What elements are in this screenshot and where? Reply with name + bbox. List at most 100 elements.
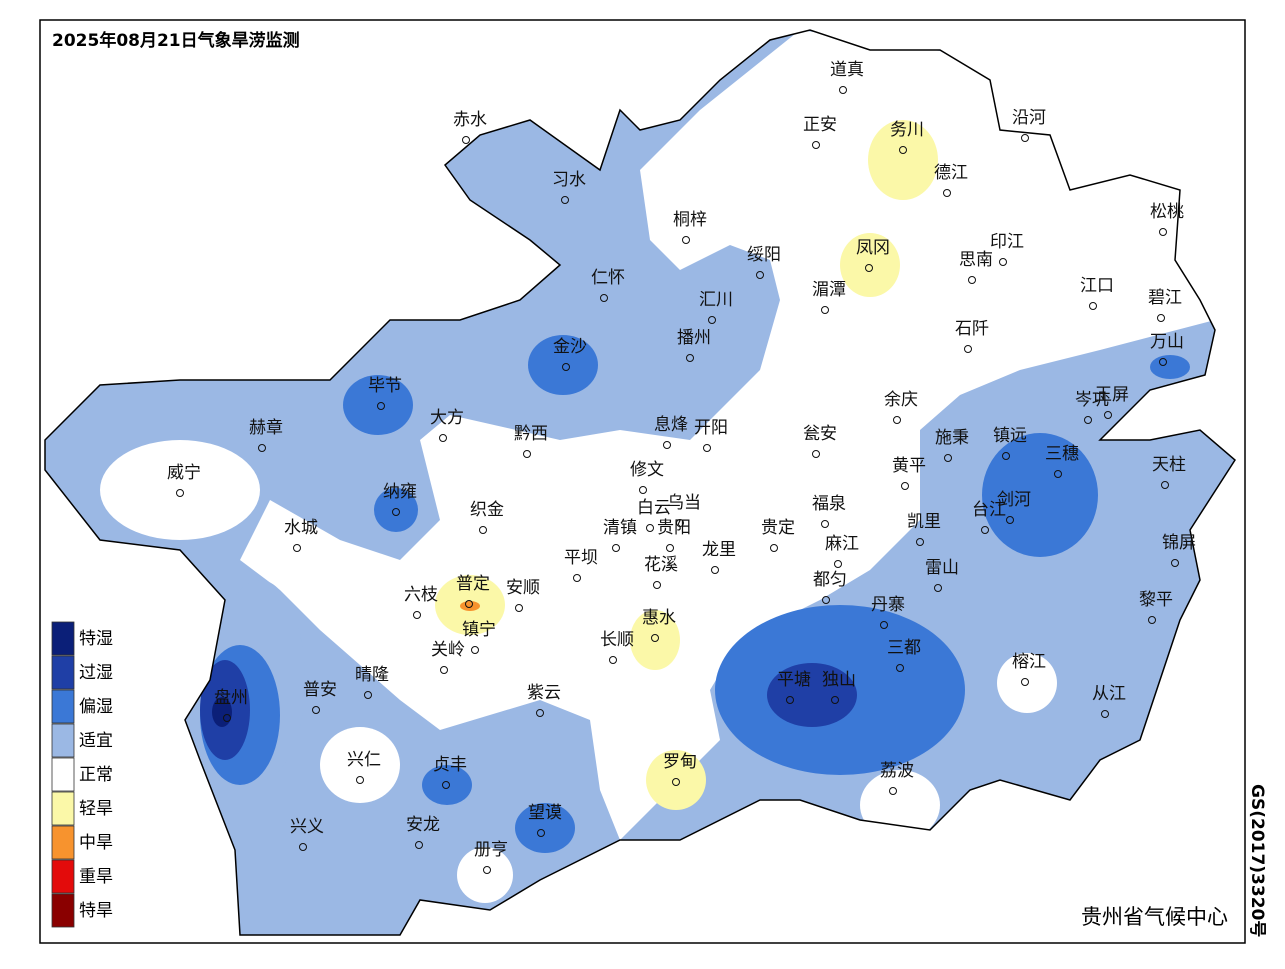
city-name: 仁怀: [591, 268, 625, 288]
region: [320, 727, 400, 803]
city-dot: [442, 781, 450, 789]
city-dot: [944, 454, 952, 462]
city-dot: [893, 416, 901, 424]
city-dot: [812, 450, 820, 458]
frame: [39, 19, 1246, 944]
city-name: 岑巩: [1075, 390, 1109, 410]
city-name: 贵阳: [657, 518, 691, 538]
city-name: 开阳: [694, 418, 728, 438]
city-name: 紫云: [527, 683, 561, 703]
city-name: 麻江: [825, 534, 859, 554]
city-name: 黎平: [1139, 590, 1173, 610]
city-dot: [377, 402, 385, 410]
city-dot: [415, 841, 423, 849]
city-name: 凯里: [907, 512, 941, 532]
legend-swatch: [51, 689, 75, 724]
region: [767, 663, 857, 727]
city-name: 汇川: [699, 290, 733, 310]
city-dot: [223, 714, 231, 722]
legend-label: 正常: [79, 765, 113, 785]
city-dot: [1054, 470, 1062, 478]
city-name: 台江: [972, 500, 1006, 520]
city-dot: [682, 236, 690, 244]
city-dot: [479, 526, 487, 534]
legend-swatch: [51, 893, 75, 928]
city-name: 德江: [934, 163, 968, 183]
city-dot: [1021, 678, 1029, 686]
region: [515, 803, 575, 853]
city-dot: [471, 646, 479, 654]
city-dot: [299, 843, 307, 851]
city-name: 白云: [637, 498, 671, 518]
city-name: 织金: [470, 500, 504, 520]
city-dot: [1157, 314, 1165, 322]
city-name: 石阡: [955, 319, 989, 339]
city-name: 威宁: [167, 463, 201, 483]
city-dot: [708, 316, 716, 324]
legend-swatch: [51, 723, 75, 758]
city-name: 万山: [1150, 332, 1184, 352]
city-dot: [934, 584, 942, 592]
city-dot: [1161, 481, 1169, 489]
approval-code: GS(2017)3320号: [1247, 784, 1267, 937]
city-dot: [1101, 710, 1109, 718]
city-dot: [1002, 452, 1010, 460]
city-name: 绥阳: [747, 245, 781, 265]
legend-label: 重旱: [79, 867, 113, 887]
legend-label: 中旱: [79, 833, 113, 853]
city-name: 正安: [803, 115, 837, 135]
city-dot: [839, 86, 847, 94]
region: [422, 765, 472, 805]
city-dot: [364, 691, 372, 699]
city-dot: [392, 508, 400, 516]
city-name: 大方: [430, 408, 464, 428]
city-dot: [653, 581, 661, 589]
city-dot: [896, 664, 904, 672]
city-name: 盘州: [214, 688, 248, 708]
city-dot: [770, 544, 778, 552]
city-name: 龙里: [702, 540, 736, 560]
city-dot: [756, 271, 764, 279]
region: [460, 601, 480, 611]
city-dot: [413, 611, 421, 619]
region: [457, 847, 513, 903]
city-name: 惠水: [642, 608, 676, 628]
city-dot: [293, 544, 301, 552]
legend-swatch: [51, 825, 75, 860]
city-name: 湄潭: [812, 280, 846, 300]
region: [868, 120, 938, 200]
city-name: 道真: [830, 60, 864, 80]
city-name: 思南: [959, 250, 993, 270]
city-name: 赤水: [453, 110, 487, 130]
city-name: 修文: [630, 460, 664, 480]
city-name: 三穗: [1045, 444, 1079, 464]
city-name: 罗甸: [663, 752, 697, 772]
legend-label: 过湿: [79, 663, 113, 683]
city-name: 从江: [1092, 684, 1126, 704]
legend-label: 特旱: [79, 901, 113, 921]
city-dot: [901, 482, 909, 490]
city-dot: [537, 829, 545, 837]
city-dot: [889, 787, 897, 795]
city-name: 丹寨: [871, 595, 905, 615]
city-dot: [686, 354, 694, 362]
city-name: 金沙: [553, 337, 587, 357]
legend-label: 特湿: [79, 629, 113, 649]
city-dot: [943, 189, 951, 197]
city-dot: [676, 519, 684, 527]
city-name: 天柱: [1152, 455, 1186, 475]
city-name: 息烽: [654, 415, 688, 435]
city-name: 黔西: [514, 424, 548, 444]
city-dot: [831, 696, 839, 704]
city-name: 沿河: [1012, 108, 1046, 128]
city-dot: [1089, 302, 1097, 310]
region: [374, 488, 418, 532]
city-name: 凤冈: [856, 238, 890, 258]
legend-swatch: [51, 859, 75, 894]
city-dot: [600, 294, 608, 302]
city-dot: [703, 444, 711, 452]
city-dot: [1159, 228, 1167, 236]
